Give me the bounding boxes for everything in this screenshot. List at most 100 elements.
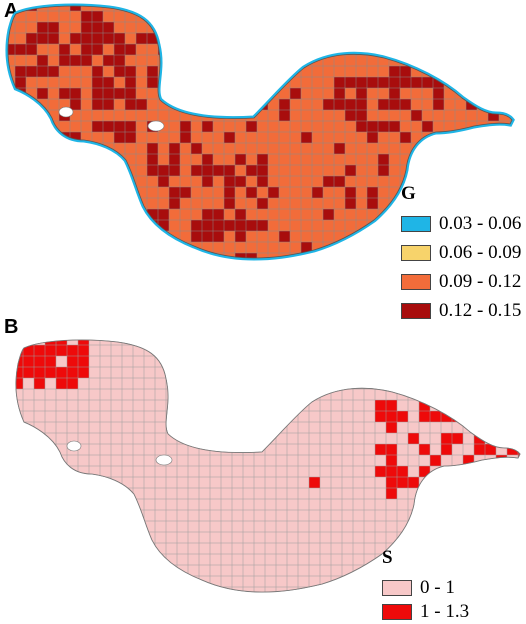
grid-cell <box>125 88 136 99</box>
grid-cell <box>521 253 526 264</box>
grid-cell <box>411 22 422 33</box>
grid-cell <box>81 253 92 258</box>
grid-cell <box>158 176 169 187</box>
grid-cell <box>485 488 496 499</box>
grid-cell <box>202 231 213 242</box>
grid-cell <box>59 44 70 55</box>
grid-cell <box>15 198 26 209</box>
grid-cell <box>477 198 488 209</box>
grid-cell <box>70 33 81 44</box>
grid-cell <box>386 455 397 466</box>
grid-cell <box>92 66 103 77</box>
island <box>66 440 82 452</box>
grid-cell <box>70 55 81 66</box>
grid-cell <box>301 132 312 143</box>
grid-cell <box>147 33 158 44</box>
grid-cell <box>411 44 422 55</box>
grid-cell <box>312 187 323 198</box>
grid-cell <box>92 11 103 22</box>
grid-cell <box>202 209 213 220</box>
grid-cell <box>70 242 81 253</box>
grid-cell <box>290 264 301 275</box>
grid-cell <box>397 466 408 477</box>
grid-cell <box>15 77 26 88</box>
grid-cell <box>474 488 485 499</box>
grid-cell <box>334 176 345 187</box>
grid-cell <box>202 154 213 165</box>
grid-cell <box>213 22 224 33</box>
grid-cell <box>452 411 463 422</box>
grid-cell <box>37 22 48 33</box>
grid-cell <box>125 121 136 132</box>
grid-cell <box>136 220 147 231</box>
grid-cell <box>191 22 202 33</box>
grid-cell <box>422 77 433 88</box>
grid-cell <box>16 367 23 378</box>
grid-cell <box>356 110 367 121</box>
grid-cell <box>356 77 367 88</box>
grid-cell <box>158 209 169 220</box>
grid-cell <box>257 165 268 176</box>
grid-cell <box>419 466 430 477</box>
grid-cell <box>114 55 125 66</box>
grid-cell <box>37 231 48 242</box>
legend-g-title: G <box>401 183 416 204</box>
grid-cell <box>26 198 37 209</box>
grid-cell <box>488 110 499 121</box>
grid-cell <box>169 198 180 209</box>
grid-cell <box>334 143 345 154</box>
grid-cell <box>268 187 279 198</box>
grid-cell <box>389 22 400 33</box>
grid-cell <box>67 378 78 389</box>
grid-cell <box>430 477 441 488</box>
grid-cell <box>496 587 507 592</box>
grid-cell <box>213 231 224 242</box>
grid-cell <box>378 154 389 165</box>
grid-cell <box>67 367 78 378</box>
legend-s-title: S <box>382 547 393 568</box>
grid-cell <box>375 466 386 477</box>
grid-cell <box>169 154 180 165</box>
grid-cell <box>419 400 430 411</box>
grid-cell <box>147 77 158 88</box>
legend-s-item: 0 - 1 <box>382 576 455 600</box>
grid-cell <box>191 143 202 154</box>
grid-cell <box>103 99 114 110</box>
grid-cell <box>213 165 224 176</box>
grid-cell <box>422 121 433 132</box>
grid-cell <box>125 66 136 77</box>
grid-cell <box>125 44 136 55</box>
grid-cell <box>485 510 496 521</box>
grid-cell <box>389 99 400 110</box>
legend-g-swatch <box>401 216 431 232</box>
grid-cell <box>246 187 257 198</box>
grid-cell <box>400 77 411 88</box>
grid-cell <box>367 187 378 198</box>
grid-cell <box>114 88 125 99</box>
grid-cell <box>279 22 290 33</box>
grid-cell <box>147 143 158 154</box>
grid-cell <box>367 121 378 132</box>
legend-g-item: 0.12 - 0.15 <box>401 299 521 323</box>
grid-cell <box>23 345 34 356</box>
grid-cell <box>37 88 48 99</box>
grid-cell <box>356 121 367 132</box>
grid-cell <box>386 466 397 477</box>
grid-cell <box>125 77 136 88</box>
grid-cell <box>81 11 92 22</box>
grid-cell <box>356 88 367 99</box>
grid-cell <box>45 345 56 356</box>
grid-cell <box>37 176 48 187</box>
grid-cell <box>235 154 246 165</box>
grid-cell <box>378 121 389 132</box>
grid-cell <box>23 340 34 345</box>
grid-cell <box>67 345 78 356</box>
grid-cell <box>430 455 441 466</box>
grid-cell <box>81 220 92 231</box>
grid-cell <box>45 340 56 345</box>
grid-cell <box>518 532 520 543</box>
grid-cell <box>452 499 463 510</box>
grid-cell <box>433 22 444 33</box>
grid-cell <box>386 477 397 488</box>
grid-cell <box>23 367 34 378</box>
